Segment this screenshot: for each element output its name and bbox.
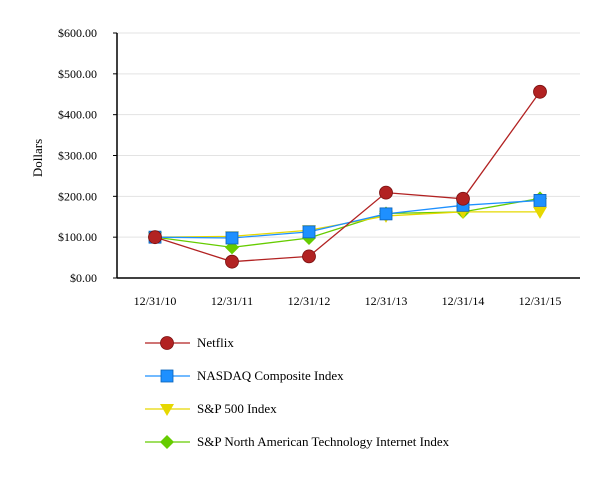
y-tick-label: $200.00 <box>58 189 97 203</box>
data-point <box>302 225 316 239</box>
data-point <box>225 254 239 269</box>
x-axis-ticks: 12/31/10 12/31/11 12/31/12 12/31/13 12/31/14… <box>134 294 562 308</box>
x-tick-label: 12/31/10 <box>134 294 177 308</box>
legend-item: S&P 500 Index <box>145 401 277 416</box>
y-axis-label: Dollars <box>30 139 45 177</box>
x-tick-label: 12/31/15 <box>519 294 562 308</box>
x-tick-label: 12/31/12 <box>288 294 331 308</box>
legend-item: S&P North American Technology Internet I… <box>145 434 450 449</box>
x-tick-label: 12/31/11 <box>211 294 253 308</box>
legend: Netflix NASDAQ Composite Index S&P 500 Ind… <box>145 335 450 449</box>
y-axis-ticks: $0.00 $100.00 $200.00 $300.00 $400.00 $500.00… <box>58 26 117 285</box>
series-netflix <box>148 84 547 269</box>
legend-label: S&P 500 Index <box>197 401 277 416</box>
legend-item: NASDAQ Composite Index <box>145 368 344 383</box>
y-tick-label: $300.00 <box>58 149 97 163</box>
y-tick-label: $500.00 <box>58 67 97 81</box>
data-point <box>533 194 547 207</box>
series-line <box>154 91 541 263</box>
y-tick-label: $600.00 <box>58 26 97 40</box>
data-point <box>533 84 547 99</box>
y-tick-label: $0.00 <box>70 271 97 285</box>
data-point <box>379 185 393 200</box>
data-point <box>148 230 162 245</box>
legend-label: NASDAQ Composite Index <box>197 368 344 383</box>
legend-label: Netflix <box>197 335 234 350</box>
legend-item: Netflix <box>145 335 234 350</box>
y-tick-label: $100.00 <box>58 230 97 244</box>
y-tick-label: $400.00 <box>58 108 97 122</box>
series-line <box>154 199 541 239</box>
x-tick-label: 12/31/13 <box>365 294 408 308</box>
legend-label: S&P North American Technology Internet I… <box>197 434 450 449</box>
legend-marker <box>160 369 174 383</box>
series-line <box>154 197 541 249</box>
series-layer <box>148 84 547 269</box>
legend-marker <box>160 435 174 449</box>
data-point <box>533 206 547 219</box>
data-point <box>456 191 470 206</box>
legend-marker <box>160 404 174 416</box>
x-tick-label: 12/31/14 <box>442 294 485 308</box>
data-point <box>225 231 239 245</box>
gridlines <box>117 32 580 238</box>
legend-marker <box>160 336 174 350</box>
data-point <box>302 249 316 264</box>
data-point <box>379 207 393 221</box>
